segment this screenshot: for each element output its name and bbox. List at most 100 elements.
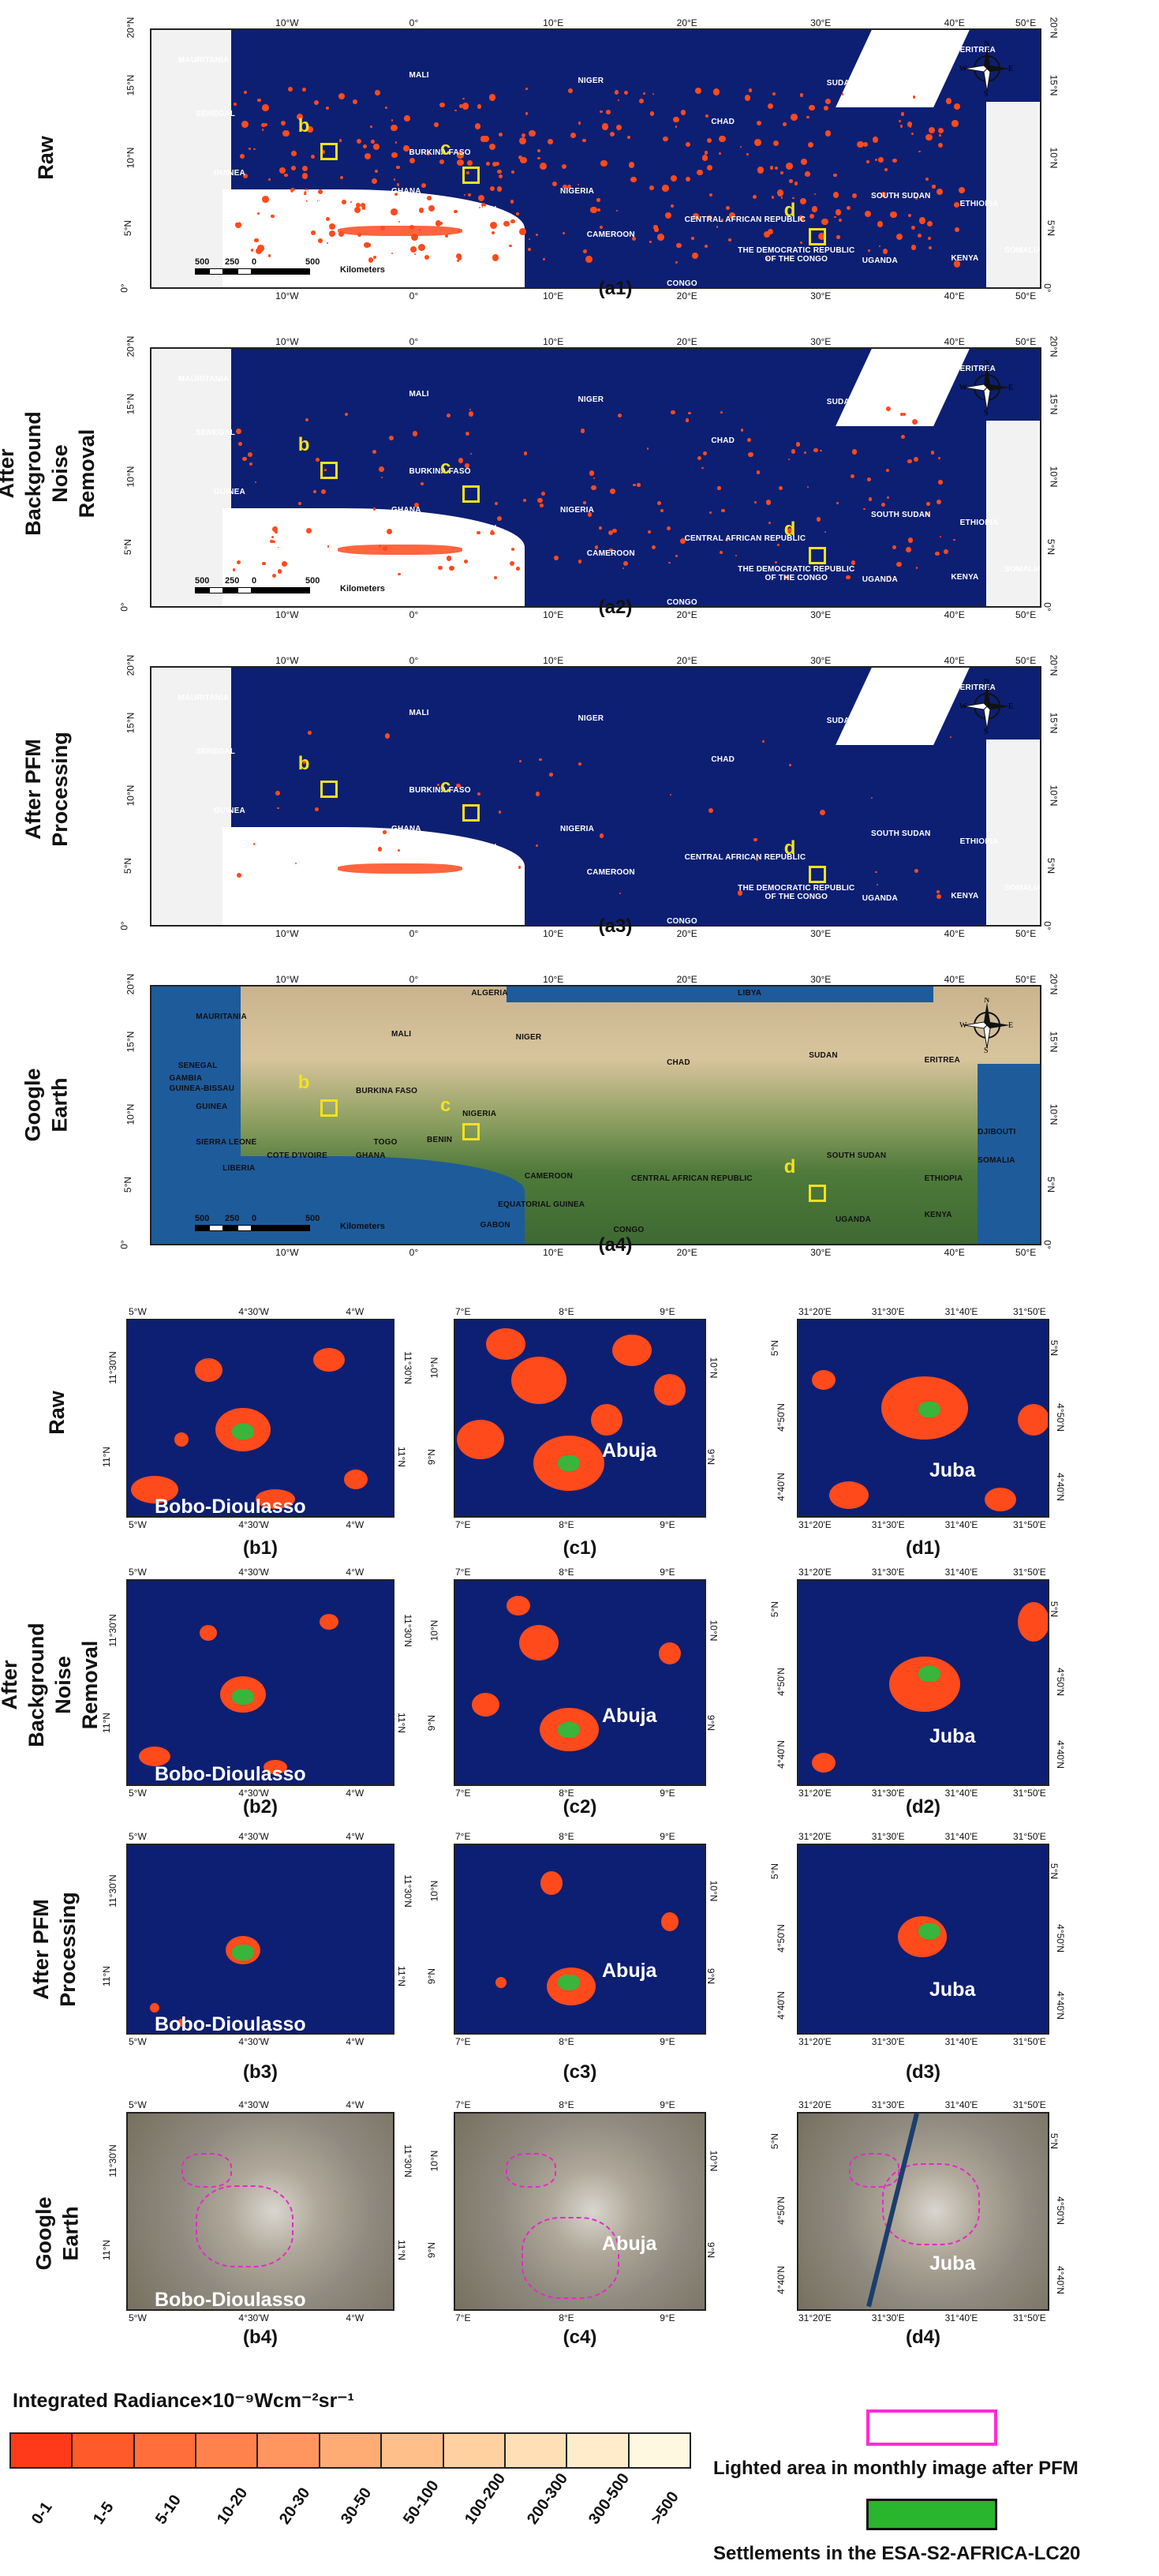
lighted-outline <box>849 2153 899 2188</box>
night-light <box>938 127 944 133</box>
lit-area <box>654 1374 686 1406</box>
svg-text:W: W <box>959 65 967 73</box>
night-light <box>567 185 572 189</box>
colorbar-class-swatch <box>443 2434 506 2467</box>
night-light <box>799 93 804 97</box>
study-area-box <box>320 143 338 161</box>
night-light <box>757 167 765 174</box>
zoom-lon-tick-top: 9°E <box>660 1567 675 1578</box>
night-light <box>717 486 721 490</box>
lon-tick-bottom: 10°W <box>275 928 299 939</box>
lit-area <box>507 1596 530 1616</box>
night-light <box>857 140 864 148</box>
night-light <box>583 501 586 504</box>
night-light <box>373 256 377 260</box>
country-label: KENYA <box>924 1210 952 1219</box>
night-light <box>301 173 308 179</box>
night-light <box>568 88 573 93</box>
night-light <box>570 132 577 138</box>
night-light <box>938 480 943 485</box>
night-light <box>590 206 598 214</box>
zoom-lat-tick-left: 9°N <box>426 1449 438 1466</box>
panel-caption: (a2) <box>598 597 633 618</box>
study-area-box <box>809 866 827 884</box>
night-light <box>261 122 266 127</box>
night-light <box>328 230 335 238</box>
night-light <box>671 204 675 208</box>
lat-tick-right: 10°N <box>1048 1103 1060 1125</box>
night-light <box>305 417 308 421</box>
night-light <box>239 153 245 159</box>
night-light <box>518 228 526 235</box>
night-light <box>465 431 470 436</box>
scale-segment <box>252 1225 310 1231</box>
night-light <box>792 197 794 200</box>
night-light <box>350 201 352 204</box>
night-light <box>688 411 692 415</box>
zoom-lon-tick-top: 31°50'E <box>1013 1567 1046 1578</box>
night-light <box>490 531 495 536</box>
night-light <box>494 502 498 506</box>
zoom-lat-tick-left: 11°N <box>100 1447 112 1468</box>
night-light <box>610 488 615 494</box>
night-light <box>474 123 481 130</box>
night-light <box>862 507 866 511</box>
night-light <box>907 459 912 464</box>
lon-tick-top: 50°E <box>1015 17 1037 28</box>
zoom-lat-tick-right: 5°N <box>1049 1863 1060 1880</box>
zoom-lon-tick-bottom: 31°20'E <box>798 1788 832 1799</box>
night-light <box>493 575 498 580</box>
night-light <box>367 243 372 247</box>
night-light <box>353 207 361 214</box>
zoom-panel-b2: Bobo-Dioulasso <box>126 1579 394 1786</box>
night-light <box>413 503 419 508</box>
night-light <box>707 138 712 144</box>
night-light <box>935 551 940 556</box>
night-light <box>477 792 481 796</box>
night-light <box>954 201 960 208</box>
lon-tick-bottom: 10°E <box>543 609 564 620</box>
lon-tick-bottom: 10°E <box>543 1247 564 1258</box>
country-label: CHAD <box>711 754 735 764</box>
zoom-panel-d3: Juba <box>797 1844 1049 2035</box>
night-light <box>438 566 443 571</box>
night-light <box>287 86 293 92</box>
night-light <box>778 485 783 491</box>
zoom-lon-tick-top: 8°E <box>559 2099 574 2110</box>
night-light <box>798 215 804 221</box>
night-light <box>647 530 652 534</box>
night-light <box>243 90 248 95</box>
settlement-area <box>558 1455 580 1471</box>
night-light <box>681 110 686 115</box>
country-label: CHAD <box>711 436 735 445</box>
night-light <box>789 178 793 183</box>
lon-tick-top: 50°E <box>1015 974 1037 985</box>
lit-area <box>195 1358 222 1382</box>
night-light <box>577 183 579 185</box>
zoom-caption: (c4) <box>563 2327 597 2348</box>
zoom-lon-tick-top: 4°30'W <box>238 1306 269 1317</box>
night-light <box>311 230 316 236</box>
night-light <box>307 126 313 133</box>
night-light <box>656 234 664 241</box>
night-light <box>549 773 553 777</box>
zoom-lat-tick-right: 4°40'N <box>1054 2266 1066 2295</box>
night-light <box>839 218 843 222</box>
country-label: UGANDA <box>862 256 898 265</box>
country-label: CONGO <box>667 279 697 289</box>
night-light <box>313 490 317 493</box>
zoom-lat-tick-left: 5°N <box>769 1339 781 1356</box>
night-light <box>619 893 622 895</box>
zoom-caption: (d4) <box>906 2327 940 2348</box>
lat-tick-right: 10°N <box>1048 784 1060 807</box>
night-light <box>446 556 452 561</box>
night-light <box>707 165 713 171</box>
zoom-lon-tick-top: 31°40'E <box>944 1567 978 1578</box>
scale-bar-segments <box>195 587 310 593</box>
night-light <box>755 858 758 861</box>
night-light <box>768 103 773 109</box>
night-light <box>274 530 278 534</box>
night-light <box>725 205 731 211</box>
zoom-lon-tick-bottom: 9°E <box>660 2312 675 2323</box>
night-light <box>664 212 672 219</box>
